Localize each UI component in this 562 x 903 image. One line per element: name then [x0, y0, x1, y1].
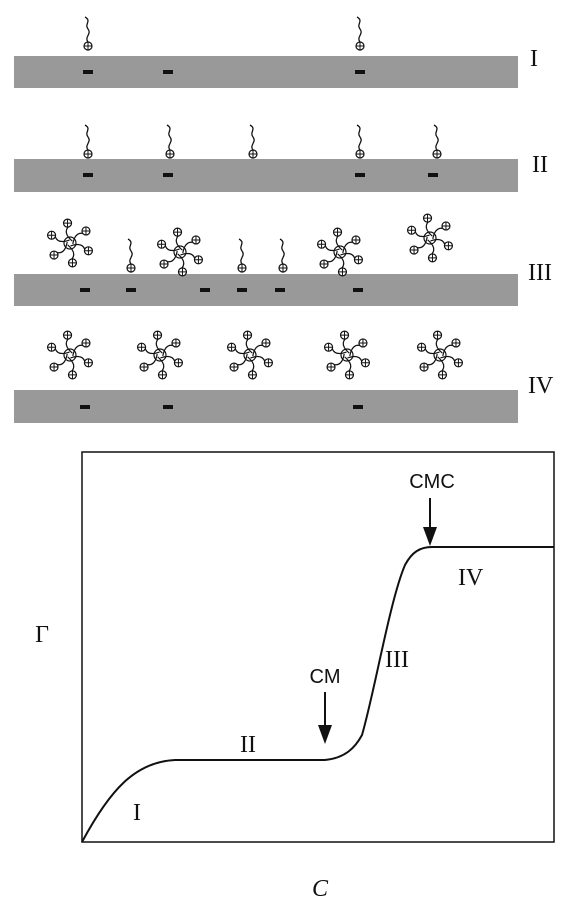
plot-frame [82, 452, 554, 842]
tail [176, 236, 182, 250]
arrow-head [318, 725, 332, 744]
charge [163, 70, 173, 74]
tail [156, 339, 162, 353]
tail [85, 125, 89, 150]
tail [66, 227, 72, 241]
charge [353, 405, 363, 409]
tail [85, 17, 89, 42]
tail [436, 339, 442, 353]
arrow-head [423, 527, 437, 546]
row-label: I [530, 46, 538, 72]
tail [66, 339, 72, 353]
tail [336, 236, 342, 250]
diagram: I II III IV I II III IV CM CMC Γ C [0, 0, 562, 903]
tail [428, 240, 434, 254]
adsorption-curve [82, 547, 554, 842]
tail [338, 254, 344, 268]
charge [163, 173, 173, 177]
row-label: III [528, 260, 552, 286]
charge [428, 173, 438, 177]
charge [80, 405, 90, 409]
charge [353, 288, 363, 292]
tail [357, 17, 361, 42]
tail [250, 125, 254, 150]
charge [237, 288, 247, 292]
tail [68, 245, 74, 259]
charge [163, 405, 173, 409]
charge [200, 288, 210, 292]
tail [128, 239, 132, 264]
charge [275, 288, 285, 292]
tail [248, 357, 254, 371]
arrow-label: CMC [409, 471, 455, 493]
tail [68, 357, 74, 371]
tail [343, 339, 349, 353]
tail [345, 357, 351, 371]
tail [434, 125, 438, 150]
charge [355, 70, 365, 74]
tail [239, 239, 243, 264]
adsorption-panels: I II III IV [14, 17, 554, 423]
row-label: IV [528, 373, 554, 399]
x-axis-label: C [312, 876, 329, 902]
tail [426, 222, 432, 236]
region-label: I [133, 800, 141, 826]
charge [83, 173, 93, 177]
tail [246, 339, 252, 353]
charge [355, 173, 365, 177]
tail [167, 125, 171, 150]
tail [178, 254, 184, 268]
region-label: III [385, 647, 409, 673]
row-label: II [532, 152, 548, 178]
region-label: II [240, 732, 256, 758]
y-axis-label: Γ [35, 622, 49, 648]
graph: I II III IV CM CMC Γ C [35, 452, 554, 902]
charge [126, 288, 136, 292]
arrow-label: CM [309, 666, 340, 688]
charge [80, 288, 90, 292]
tail [357, 125, 361, 150]
tail [158, 357, 164, 371]
tail [280, 239, 284, 264]
region-label: IV [458, 565, 484, 591]
charge [83, 70, 93, 74]
tail [438, 357, 444, 371]
